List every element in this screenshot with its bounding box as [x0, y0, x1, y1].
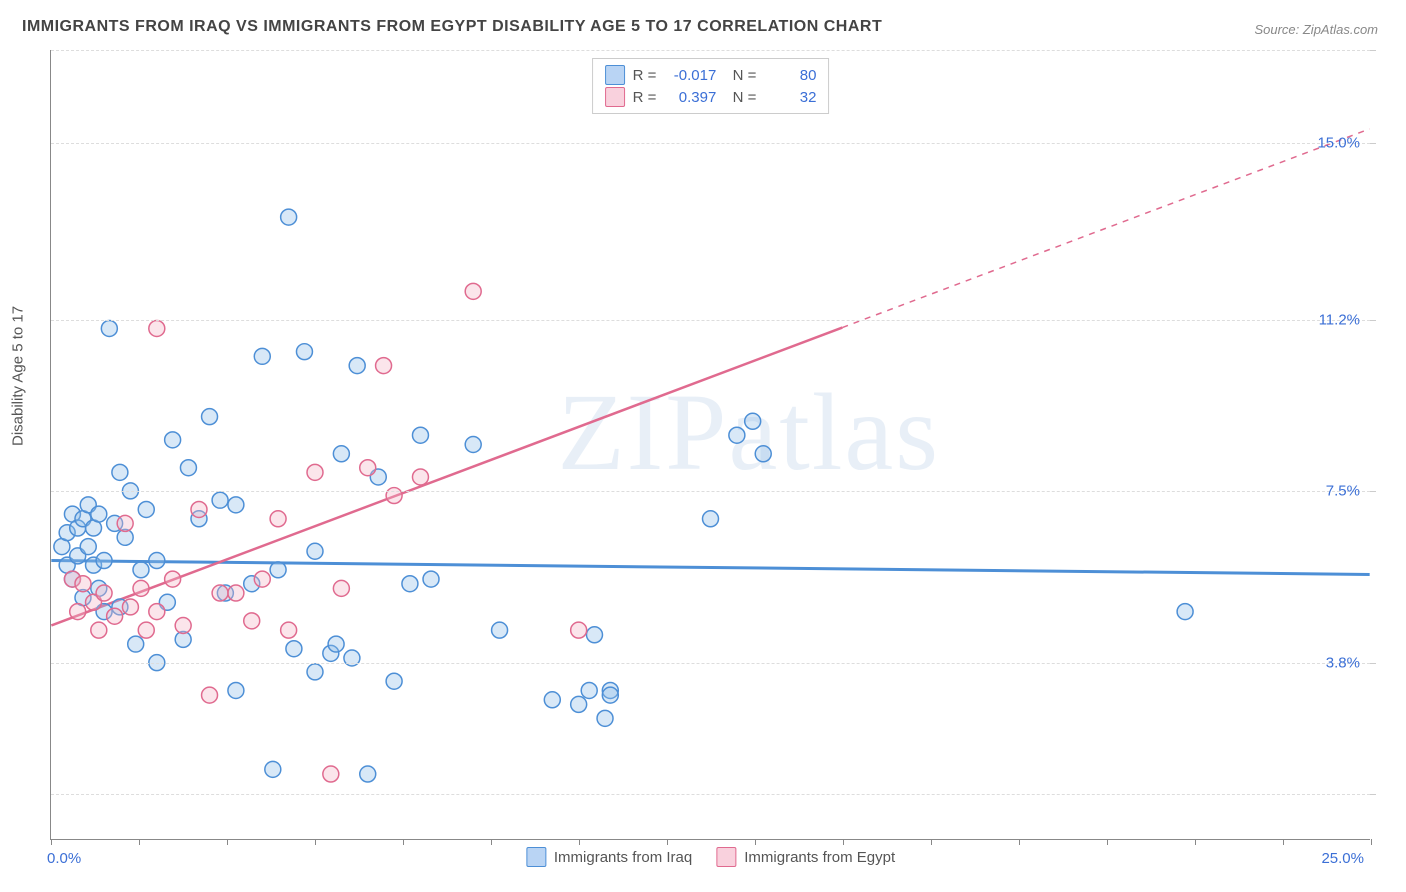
legend-row-egypt: R = 0.397 N = 32 — [605, 87, 817, 107]
y-tick-label: 11.2% — [1319, 311, 1360, 328]
swatch-blue-icon — [526, 847, 546, 867]
x-tick-max: 25.0% — [1321, 850, 1364, 867]
y-tick-label: 7.5% — [1326, 483, 1360, 500]
n-value-egypt: 32 — [764, 89, 816, 106]
x-tick-min: 0.0% — [47, 850, 81, 867]
series-legend: Immigrants from Iraq Immigrants from Egy… — [526, 847, 895, 867]
n-value-iraq: 80 — [764, 67, 816, 84]
n-label: N = — [724, 89, 756, 106]
chart-area: ZIPatlas R = -0.017 N = 80 R = 0.397 N =… — [50, 50, 1370, 840]
legend-item-egypt: Immigrants from Egypt — [716, 847, 895, 867]
y-tick-label: 3.8% — [1326, 655, 1360, 672]
swatch-pink-icon — [605, 87, 625, 107]
legend-item-iraq: Immigrants from Iraq — [526, 847, 692, 867]
legend-label-egypt: Immigrants from Egypt — [744, 849, 895, 866]
scatter-plot — [51, 50, 1370, 839]
legend-row-iraq: R = -0.017 N = 80 — [605, 65, 817, 85]
legend-label-iraq: Immigrants from Iraq — [554, 849, 692, 866]
r-label: R = — [633, 89, 657, 106]
r-value-iraq: -0.017 — [664, 67, 716, 84]
chart-title: IMMIGRANTS FROM IRAQ VS IMMIGRANTS FROM … — [22, 18, 882, 36]
correlation-legend: R = -0.017 N = 80 R = 0.397 N = 32 — [592, 58, 830, 114]
swatch-blue-icon — [605, 65, 625, 85]
y-tick-label: 15.0% — [1317, 134, 1360, 151]
y-axis-label: Disability Age 5 to 17 — [10, 306, 27, 446]
r-label: R = — [633, 67, 657, 84]
r-value-egypt: 0.397 — [664, 89, 716, 106]
n-label: N = — [724, 67, 756, 84]
source-label: Source: ZipAtlas.com — [1254, 22, 1378, 37]
swatch-pink-icon — [716, 847, 736, 867]
